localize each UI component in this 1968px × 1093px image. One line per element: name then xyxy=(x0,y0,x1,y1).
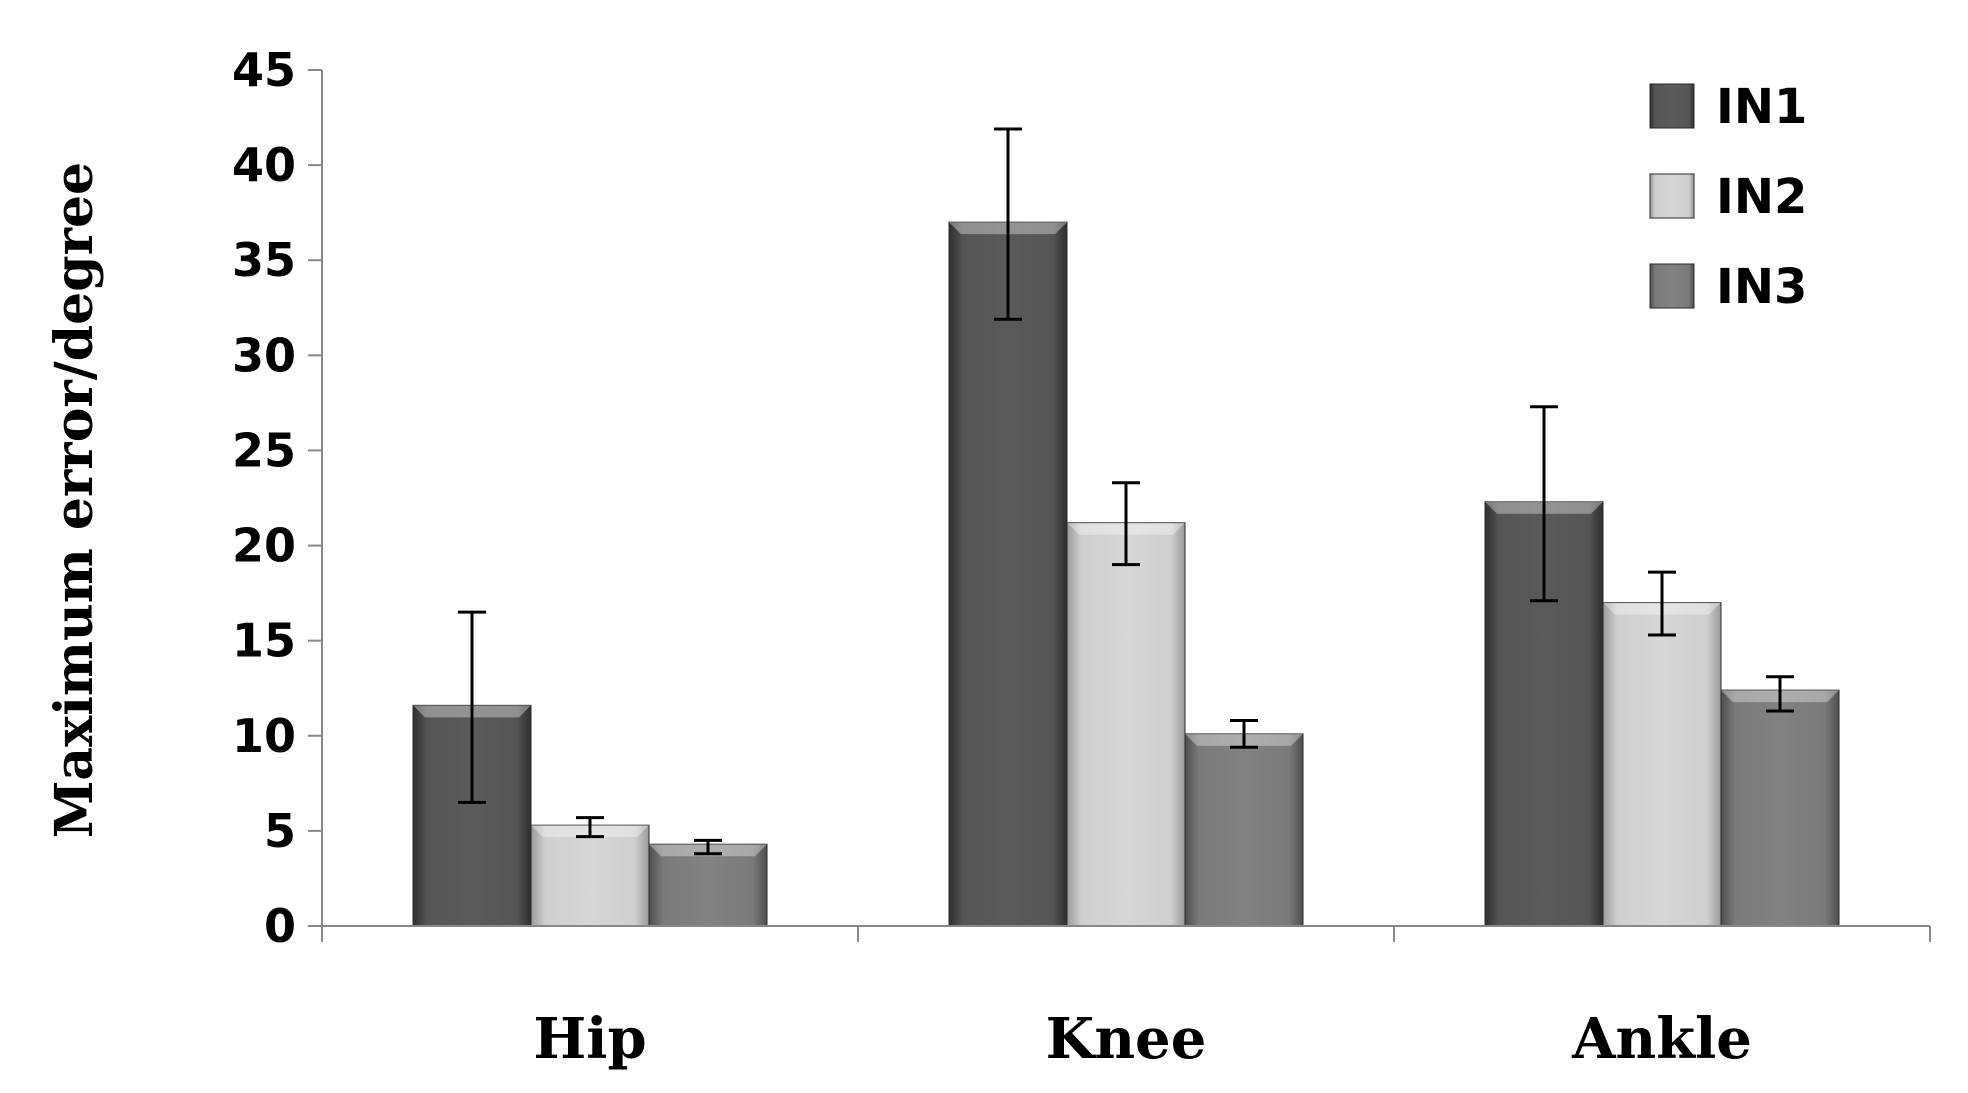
y-tick-label-30: 30 xyxy=(232,328,296,382)
legend-label-in2: IN2 xyxy=(1716,169,1807,225)
y-tick-label-5: 5 xyxy=(264,804,296,858)
y-tick-label-15: 15 xyxy=(232,614,296,668)
x-tick-label-ankle: Ankle xyxy=(1571,1006,1752,1072)
y-tick-label-35: 35 xyxy=(232,233,296,287)
x-tick-label-hip: Hip xyxy=(533,1006,646,1072)
legend-swatch-in2 xyxy=(1649,173,1695,219)
bar-knee-in3 xyxy=(1184,733,1304,927)
bar-hip-in3 xyxy=(648,843,768,927)
bar-knee-in2 xyxy=(1066,522,1186,927)
y-axis-label: Maximum error/degree xyxy=(44,162,105,838)
legend-label-in3: IN3 xyxy=(1716,259,1807,315)
y-tick-label-45: 45 xyxy=(232,43,296,97)
y-tick-label-25: 25 xyxy=(232,423,296,477)
legend-swatch-in1 xyxy=(1649,83,1695,129)
y-tick-label-40: 40 xyxy=(232,138,296,192)
y-tick-label-20: 20 xyxy=(232,519,296,573)
y-tick-label-10: 10 xyxy=(232,709,296,763)
bar-ankle-in3 xyxy=(1720,689,1840,927)
y-tick-label-0: 0 xyxy=(264,899,296,953)
bar-ankle-in2 xyxy=(1602,602,1722,927)
bar-knee-in1 xyxy=(948,221,1068,927)
legend-swatch-in3 xyxy=(1649,263,1695,309)
bar-hip-in2 xyxy=(530,824,650,927)
x-tick-label-knee: Knee xyxy=(1046,1006,1207,1072)
legend-label-in1: IN1 xyxy=(1716,79,1807,135)
